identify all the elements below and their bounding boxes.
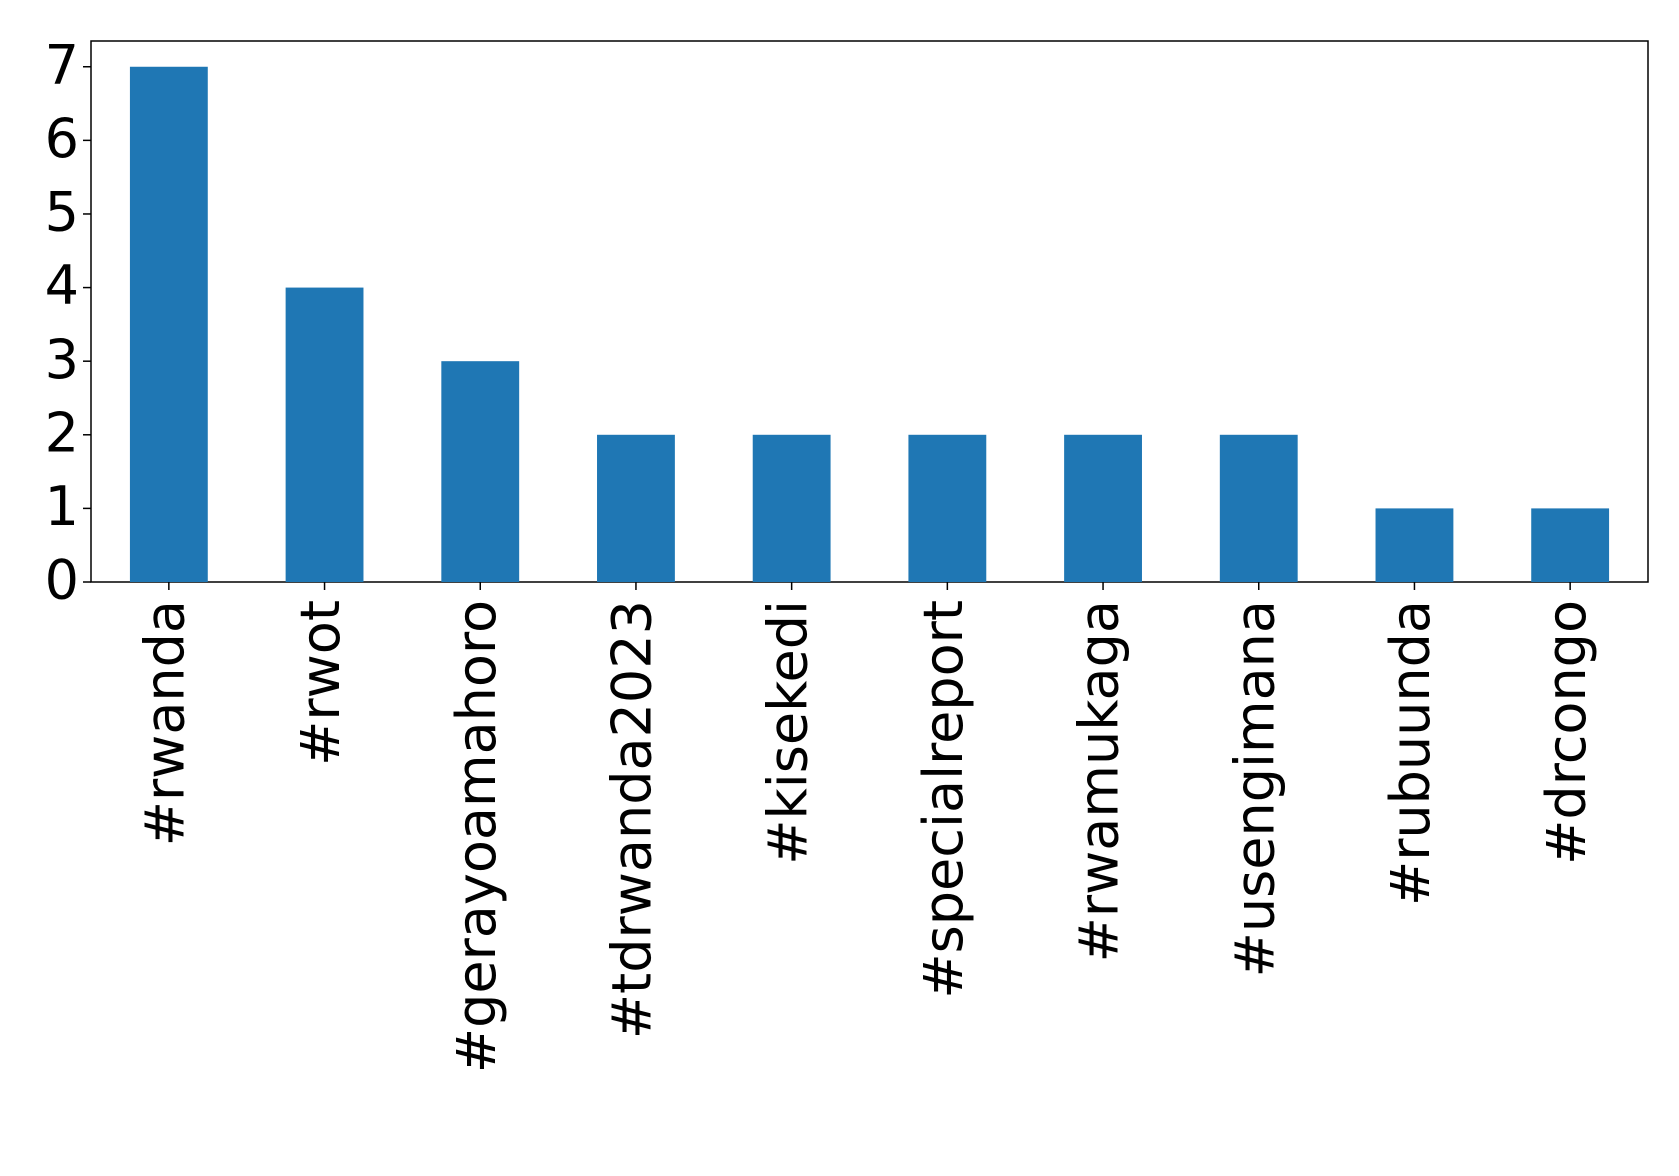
- y-tick-label: 7: [45, 33, 79, 96]
- bar: [752, 434, 831, 582]
- bar: [1375, 508, 1454, 582]
- bar: [1531, 508, 1610, 582]
- x-tick-label: #kisekedi: [756, 600, 819, 865]
- x-tick-label: #gerayoamahoro: [445, 600, 508, 1073]
- y-tick-label: 1: [45, 475, 79, 538]
- y-tick-label: 0: [45, 549, 79, 612]
- x-tick-label: #usengimana: [1223, 600, 1286, 977]
- x-tick-label: #drcongo: [1535, 600, 1598, 865]
- y-tick-label: 6: [45, 107, 79, 170]
- bar: [441, 361, 520, 582]
- x-tick-label: #tdrwanda2023: [601, 600, 664, 1039]
- y-tick-label: 4: [45, 254, 79, 317]
- y-tick-label: 5: [45, 181, 79, 244]
- x-tick-label: #rwot: [289, 600, 352, 766]
- axes-frame: [90, 40, 1649, 583]
- bar: [597, 434, 675, 582]
- y-tick-label: 2: [45, 401, 79, 464]
- bar: [1064, 434, 1142, 582]
- x-tick-label: #rwanda: [133, 600, 196, 846]
- bar: [285, 287, 364, 582]
- bar: [908, 434, 987, 582]
- bar: [1219, 434, 1298, 582]
- bar: [129, 66, 208, 582]
- x-tick-label: #rwamukaga: [1068, 600, 1131, 962]
- y-tick-label: 3: [45, 328, 79, 391]
- x-tick-label: #specialreport: [912, 600, 975, 999]
- x-tick-label: #rubuunda: [1379, 600, 1442, 906]
